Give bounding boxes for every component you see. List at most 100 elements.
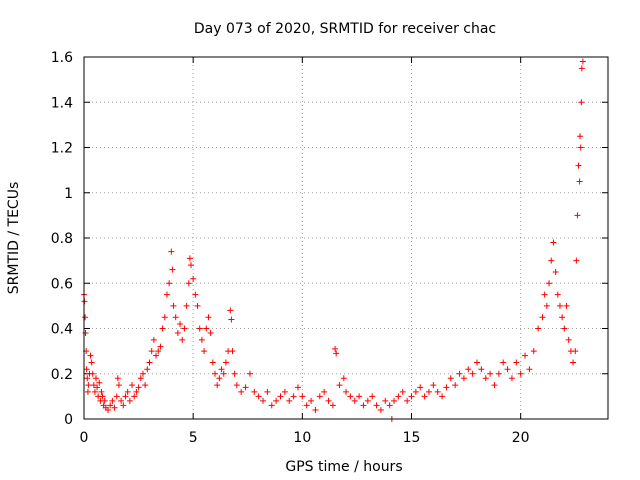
data-point [576, 178, 583, 185]
y-tick-label: 0.4 [51, 322, 73, 338]
data-point [574, 212, 581, 219]
data-point [336, 382, 343, 389]
data-point [186, 255, 193, 262]
data-point [495, 370, 502, 377]
data-point [153, 352, 160, 359]
x-tick-label: 20 [512, 430, 530, 446]
data-point [91, 388, 98, 395]
data-point [399, 388, 406, 395]
data-point [84, 375, 91, 382]
y-tick-label: 0.2 [51, 367, 73, 383]
data-point [443, 384, 450, 391]
y-tick-label: 0.6 [51, 276, 73, 292]
grid-lines [84, 57, 608, 419]
data-point [578, 99, 585, 106]
data-point [169, 266, 176, 273]
data-point [181, 325, 188, 332]
y-tick-label: 0 [64, 412, 73, 428]
data-point [114, 375, 121, 382]
data-point [228, 316, 235, 323]
data-point [482, 375, 489, 382]
y-axis-label: SRMTID / TECUs [6, 182, 22, 295]
data-point [194, 302, 201, 309]
data-point [146, 359, 153, 366]
x-axis-label: GPS time / hours [285, 459, 402, 475]
y-tick-label: 1.6 [51, 50, 73, 66]
y-tick-label: 1 [64, 186, 73, 202]
data-point [332, 345, 339, 352]
data-point [308, 397, 315, 404]
data-point [144, 366, 151, 373]
data-point [84, 388, 91, 395]
data-point [340, 375, 347, 382]
data-point [111, 404, 118, 411]
data-point [214, 382, 221, 389]
data-point [251, 388, 258, 395]
data-point [561, 325, 568, 332]
data-point [570, 359, 577, 366]
data-point [421, 393, 428, 400]
x-tick-label: 0 [80, 430, 89, 446]
data-point [122, 393, 129, 400]
data-point [133, 388, 140, 395]
data-point [222, 359, 229, 366]
chart-title: Day 073 of 2020, SRMTID for receiver cha… [194, 21, 496, 37]
data-point [556, 302, 563, 309]
data-point [535, 325, 542, 332]
data-point [101, 397, 108, 404]
data-point [255, 393, 262, 400]
plot-frame [83, 56, 609, 420]
data-point [465, 366, 472, 373]
data-point [268, 402, 275, 409]
data-point [238, 388, 245, 395]
data-point [347, 393, 354, 400]
data-point [539, 314, 546, 321]
data-point [546, 280, 553, 287]
data-point [412, 388, 419, 395]
data-point [434, 388, 441, 395]
data-point [573, 257, 580, 264]
data-point [333, 350, 340, 357]
data-point [113, 393, 120, 400]
data-point [82, 314, 89, 321]
data-point [478, 366, 485, 373]
data-point [487, 370, 494, 377]
data-point [242, 384, 249, 391]
data-point [105, 406, 112, 413]
data-point [356, 393, 363, 400]
data-point [185, 280, 192, 287]
data-point [212, 370, 218, 377]
data-point [82, 330, 89, 337]
data-point [543, 302, 550, 309]
data-point [577, 133, 584, 140]
data-point [124, 388, 131, 395]
data-point [290, 393, 297, 400]
data-point [264, 388, 271, 395]
data-point [575, 162, 582, 169]
data-point [491, 382, 498, 389]
data-point [452, 382, 459, 389]
data-point [227, 307, 234, 314]
data-point [508, 375, 515, 382]
data-point [469, 370, 476, 377]
data-point [139, 370, 146, 377]
y-tick-label: 1.4 [51, 95, 73, 111]
data-point [277, 393, 284, 400]
data-point [530, 348, 537, 355]
data-point [129, 382, 136, 389]
data-point [98, 388, 105, 395]
data-point [142, 382, 149, 389]
data-point [439, 393, 446, 400]
data-point [115, 382, 122, 389]
data-point [107, 402, 114, 409]
data-point [316, 393, 323, 400]
data-point [96, 379, 103, 386]
data-point [273, 397, 280, 404]
data-point [207, 330, 214, 337]
data-point [541, 291, 548, 298]
data-point [579, 58, 586, 65]
data-point [577, 144, 584, 151]
data-point [474, 359, 480, 366]
data-point [395, 393, 402, 400]
